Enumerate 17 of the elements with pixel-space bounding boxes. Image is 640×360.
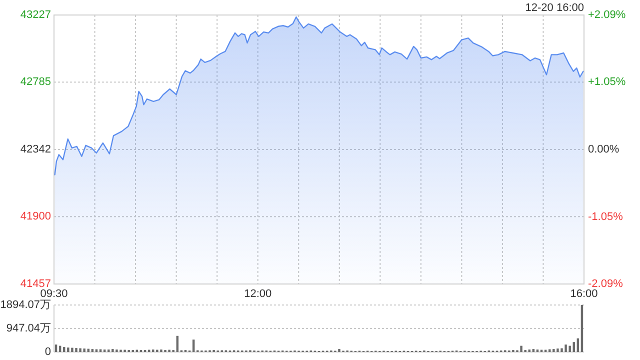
x-tick-label: 12:00 (244, 288, 272, 300)
y2-tick-label: -2.09% (588, 278, 624, 290)
y-tick-label: 42342 (20, 144, 51, 156)
y-tick-label: 41457 (20, 278, 51, 290)
y-tick-label: 41900 (20, 210, 51, 223)
y-tick-label: 43227 (20, 9, 51, 21)
y2-tick-label: +1.05% (588, 76, 626, 88)
x-tick-label: 09:30 (40, 288, 68, 300)
chart-subtitle: 12-20 16:00 (525, 2, 584, 14)
y2-tick-label: +2.09% (588, 9, 626, 21)
y-tick-label: 1894.07万 (0, 299, 51, 311)
y-tick-label: 947.04万 (6, 322, 51, 334)
y-tick-label: 0 (44, 346, 51, 358)
x-tick-label: 16:00 (570, 288, 598, 300)
y2-tick-label: 0.00% (588, 144, 620, 156)
y-tick-label: 42785 (20, 76, 51, 88)
y2-tick-label: -1.05% (588, 211, 624, 224)
